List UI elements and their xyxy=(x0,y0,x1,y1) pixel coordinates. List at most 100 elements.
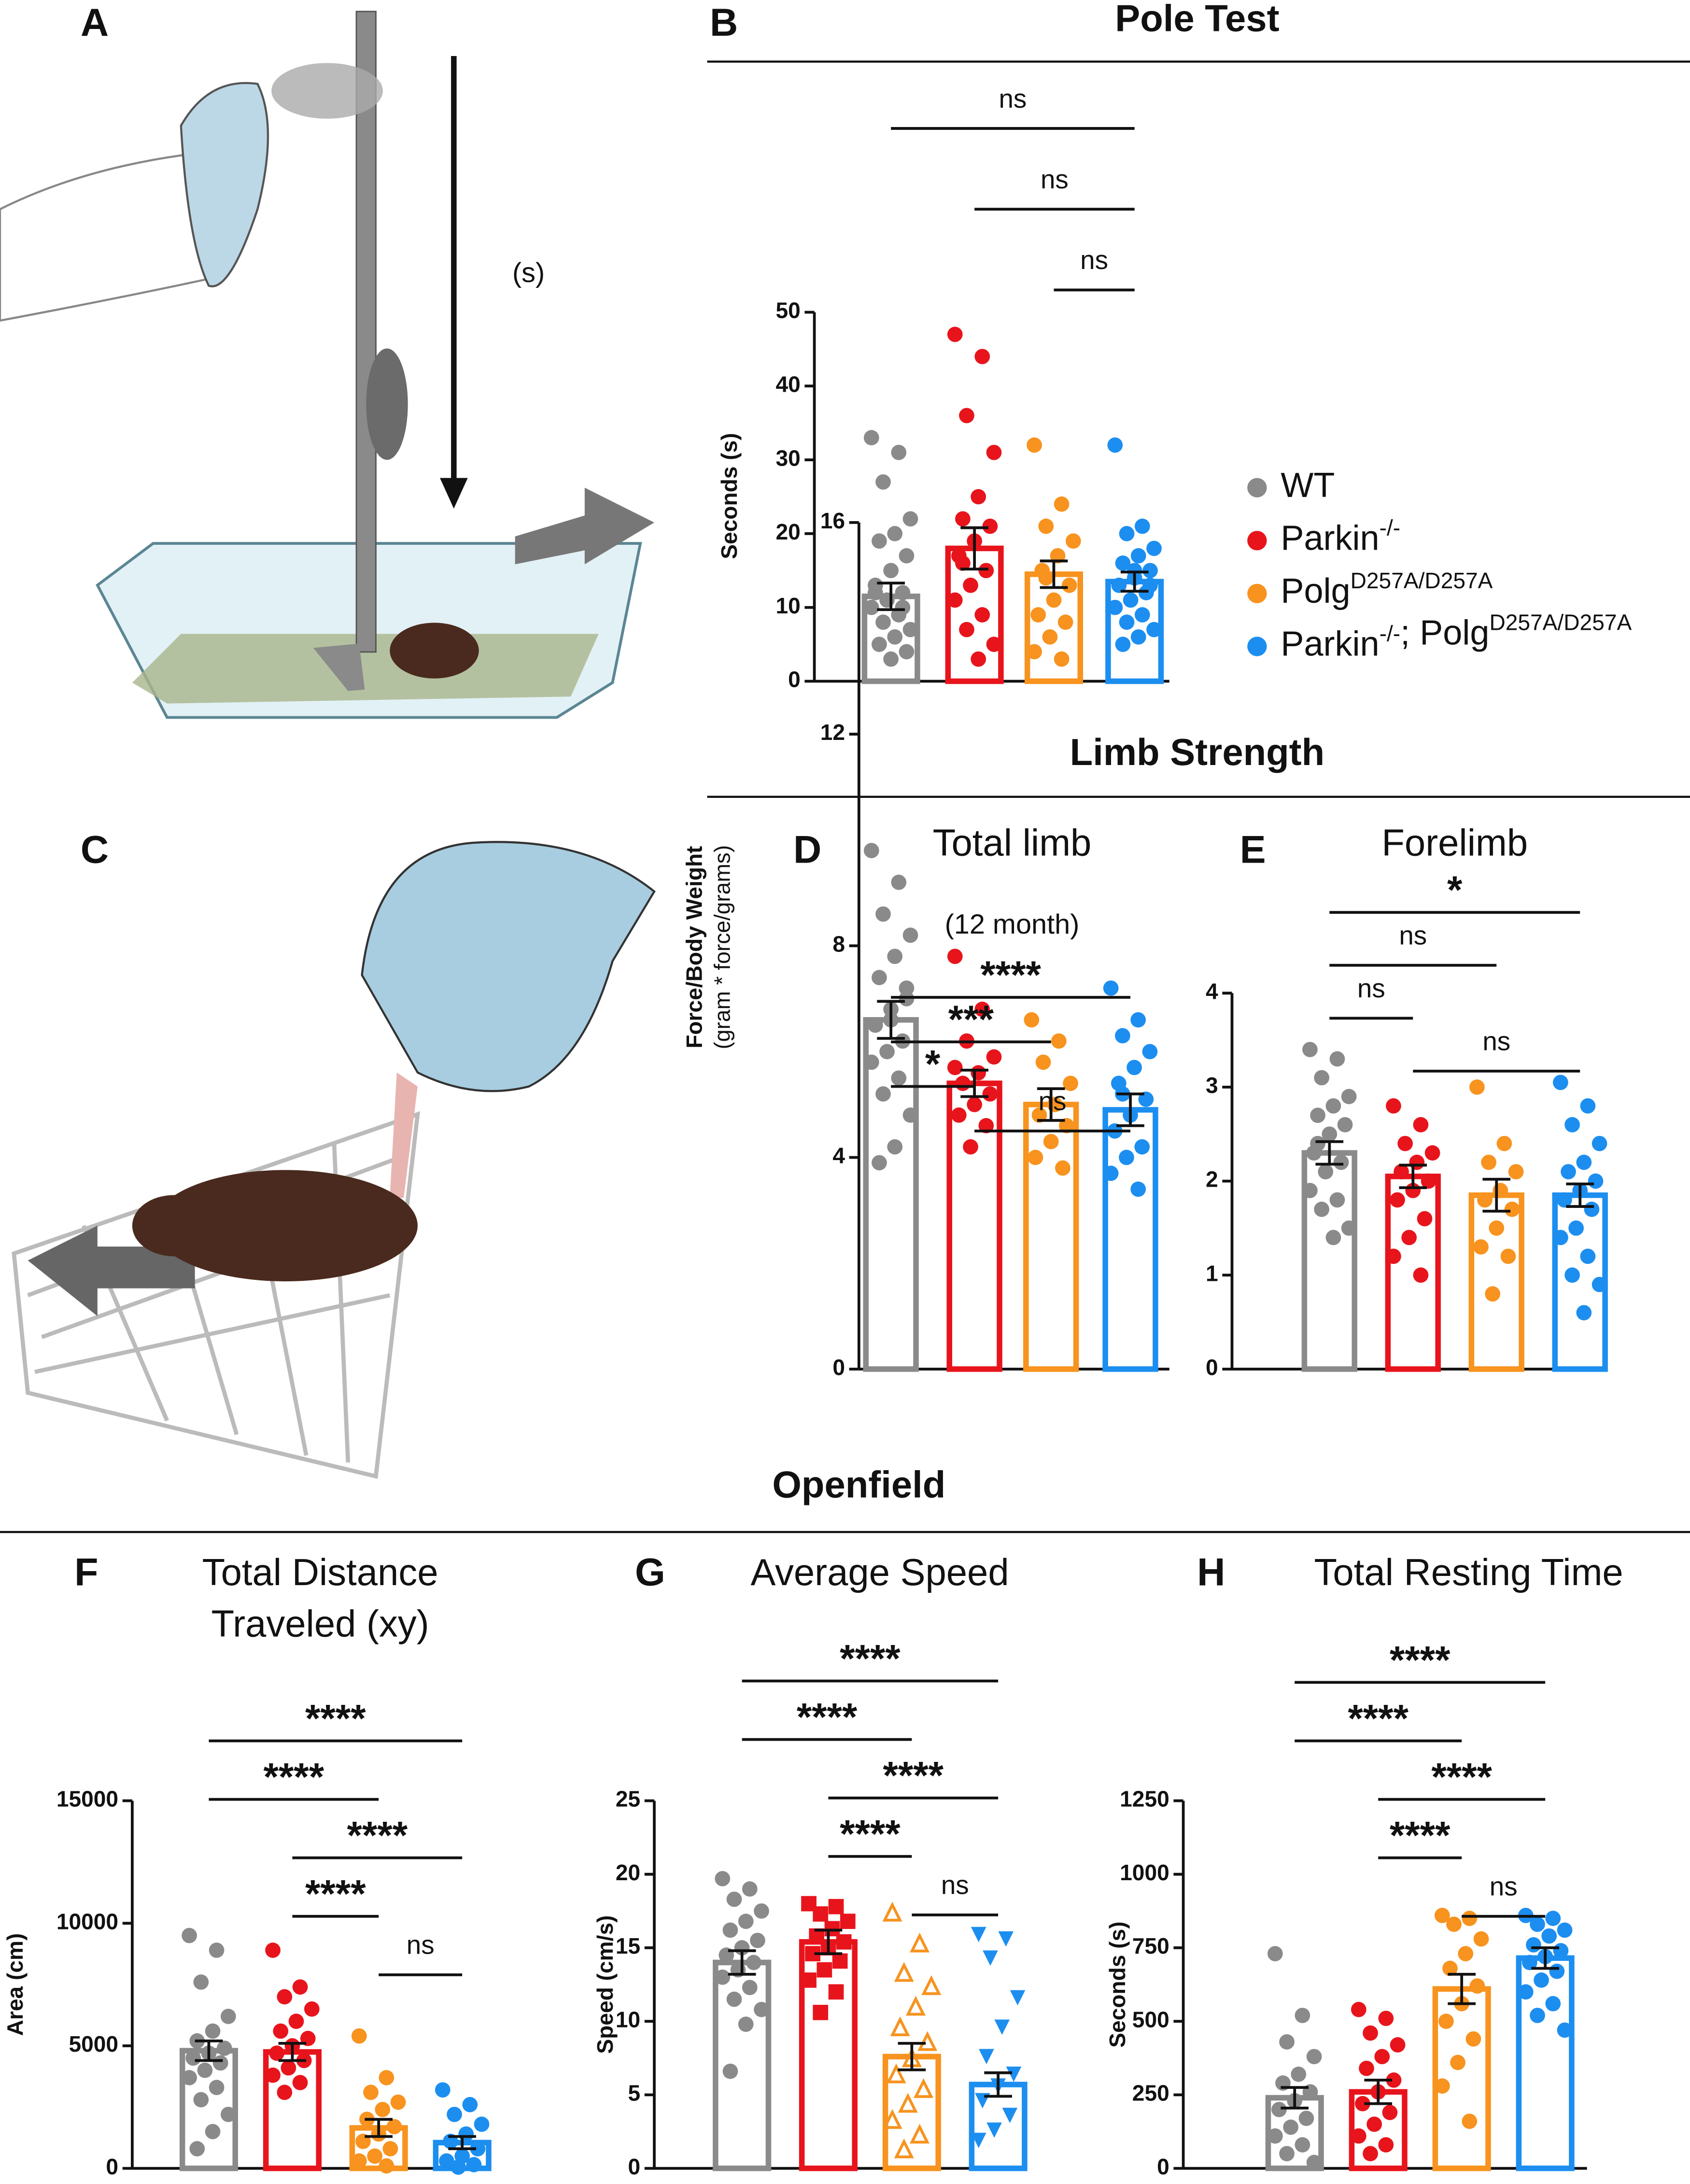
data-point xyxy=(382,2141,398,2156)
data-point xyxy=(367,2148,382,2164)
data-point xyxy=(742,1881,758,1897)
data-point xyxy=(1493,1183,1508,1198)
data-point xyxy=(910,1932,930,1953)
data-point xyxy=(1584,1202,1600,1217)
data-point xyxy=(1363,2146,1378,2161)
data-point xyxy=(722,2063,738,2079)
data-point xyxy=(185,2050,201,2066)
data-point xyxy=(1030,607,1046,623)
data-point xyxy=(998,1931,1014,1947)
y-tick-label: 1000 xyxy=(1120,1860,1169,1885)
error-bar xyxy=(898,2042,926,2071)
legend-text: Parkin xyxy=(1281,624,1379,663)
data-point xyxy=(746,1955,761,1971)
data-point xyxy=(863,1054,879,1070)
y-tick-label: 12 xyxy=(820,720,845,745)
data-point xyxy=(1549,1963,1565,1979)
data-point xyxy=(1568,1220,1584,1236)
y-tick-label: 20 xyxy=(616,1860,640,1885)
data-point xyxy=(375,2101,391,2117)
data-point xyxy=(1450,2055,1465,2071)
data-point xyxy=(1038,518,1054,534)
data-point xyxy=(963,1139,978,1155)
bar xyxy=(863,1017,919,1372)
data-point xyxy=(1142,578,1158,593)
y-axis-label: Seconds (s) xyxy=(717,433,742,559)
significance-label: ns xyxy=(941,1870,969,1900)
data-point xyxy=(824,1921,840,1937)
data-point xyxy=(466,2157,482,2172)
data-point xyxy=(209,1943,225,1958)
data-point xyxy=(722,1922,738,1938)
limb-strength-illustration xyxy=(12,487,656,1479)
data-point xyxy=(1522,1955,1537,1971)
arrow-label: (s) xyxy=(512,257,545,288)
significance-label: ns xyxy=(1041,164,1069,194)
data-point xyxy=(1046,592,1062,608)
data-point xyxy=(1314,1070,1330,1086)
data-point xyxy=(292,1979,308,1995)
y-axis-label: (gram * force/grams) xyxy=(709,845,734,1049)
significance-label: ns xyxy=(1080,245,1108,275)
data-point xyxy=(1374,2049,1390,2065)
data-point xyxy=(1268,2128,1283,2144)
error-bar xyxy=(195,2039,223,2062)
data-point xyxy=(1310,1135,1325,1151)
error-bar xyxy=(960,1068,988,1098)
data-point xyxy=(978,1118,994,1134)
data-point xyxy=(1413,1117,1429,1133)
data-point xyxy=(1580,1248,1596,1264)
data-point xyxy=(1115,637,1131,652)
error-bar xyxy=(1040,559,1068,589)
pole-test-illustration: (s) xyxy=(0,11,642,719)
error-bar xyxy=(1037,1087,1065,1122)
chart-title: Total Distance xyxy=(202,1552,438,1593)
data-point xyxy=(1481,1154,1496,1170)
data-point xyxy=(836,1934,852,1950)
legend-text: Parkin xyxy=(1281,519,1379,557)
error-bar xyxy=(728,1949,756,1976)
data-point xyxy=(1028,1149,1043,1165)
data-point xyxy=(898,2093,918,2113)
data-point xyxy=(902,622,918,638)
data-point xyxy=(971,2132,986,2148)
data-point xyxy=(1378,2137,1394,2153)
data-point xyxy=(1500,1248,1516,1264)
data-point xyxy=(754,1903,769,1919)
error-bar xyxy=(365,2118,393,2138)
error-bar xyxy=(1315,1140,1344,1166)
error-bar xyxy=(1448,1972,1476,2005)
data-point xyxy=(947,1060,963,1076)
y-axis-label: Force/Body Weight xyxy=(682,846,707,1049)
data-point xyxy=(435,2082,451,2098)
data-point xyxy=(887,526,903,541)
data-point xyxy=(1469,1978,1485,1994)
data-point xyxy=(1054,651,1070,667)
data-point xyxy=(978,563,994,579)
y-axis-label: Speed (cm/s) xyxy=(592,1915,618,2054)
data-point xyxy=(1351,2128,1366,2144)
data-point xyxy=(386,2119,402,2135)
legend-text: Polg xyxy=(1281,572,1350,610)
data-point xyxy=(875,1086,891,1102)
data-point xyxy=(1329,1192,1345,1208)
legend-superscript: D257A/D257A xyxy=(1351,568,1493,593)
data-point xyxy=(1386,2072,1402,2088)
y-tick-label: 15 xyxy=(616,1933,640,1958)
data-point xyxy=(801,1972,817,1988)
data-point xyxy=(817,1962,832,1978)
data-point xyxy=(1115,1028,1130,1044)
y-tick-label: 500 xyxy=(1132,2007,1169,2032)
data-point xyxy=(947,592,963,608)
data-point xyxy=(955,1076,971,1091)
y-tick-label: 0 xyxy=(832,1355,845,1380)
significance-label: ns xyxy=(999,84,1027,113)
significance-label: **** xyxy=(1390,1638,1451,1682)
data-point xyxy=(899,548,915,564)
y-tick-label: 16 xyxy=(820,508,845,533)
data-point xyxy=(1061,578,1077,593)
legend-label: PolgD257A/D257A xyxy=(1281,568,1493,610)
data-point xyxy=(220,2009,236,2024)
data-point xyxy=(281,2060,296,2076)
